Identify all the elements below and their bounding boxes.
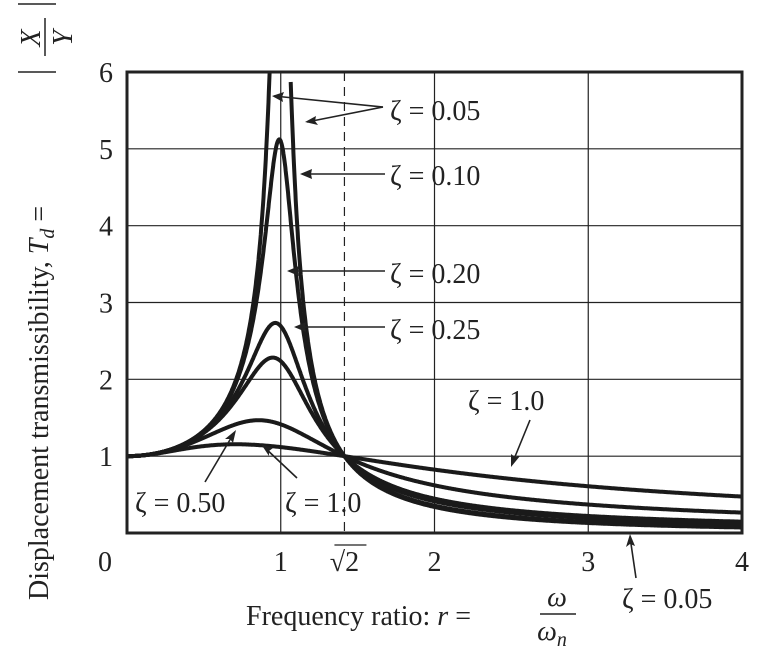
- curves: [127, 71, 743, 530]
- label-z025: ζ = 0.25: [390, 315, 480, 346]
- y-tick-label: 3: [99, 289, 113, 320]
- x-tick-label: 3: [581, 547, 595, 578]
- arrowhead-icon: [294, 322, 306, 332]
- series-line-zeta-0_25: [127, 355, 742, 524]
- svg-text:ωn: ωn: [537, 616, 567, 649]
- arrowhead-icon: [272, 92, 284, 102]
- label-z005-bottom: ζ = 0.05: [622, 584, 712, 615]
- label-z010: ζ = 0.10: [390, 161, 480, 192]
- y-tick-label: 6: [99, 58, 113, 89]
- x-tick-label: 4: [735, 547, 749, 578]
- arrowhead-icon: [511, 454, 520, 467]
- x-tick-label: 0: [98, 547, 112, 578]
- series-line-zeta-0_2: [127, 320, 742, 526]
- arrowhead-icon: [300, 169, 312, 179]
- x-tick-label: 2: [428, 547, 442, 578]
- x-tick-label: √2: [330, 547, 359, 578]
- y-tick-label: 5: [99, 135, 113, 166]
- arrowhead-icon: [305, 116, 318, 125]
- y-tick-label: 1: [99, 442, 113, 473]
- label-z005-top: ζ = 0.05: [390, 96, 480, 127]
- series-line-zeta-0_5: [127, 418, 742, 515]
- label-z050: ζ = 0.50: [135, 488, 225, 519]
- arrow-z10-right: [511, 419, 531, 465]
- tick-labels: 1 2 3 4 5 6 0 1 √2 2 3 4: [98, 58, 749, 578]
- arrowhead-icon: [287, 266, 299, 276]
- svg-text:Displacement transmissibility,: Displacement transmissibility, Td =: [24, 206, 59, 600]
- y-axis-label: Displacement transmissibility, Td = X Y: [16, 3, 79, 600]
- arrowhead-icon: [225, 430, 236, 443]
- svg-text:ω: ω: [547, 582, 567, 613]
- annotations: [204, 95, 637, 579]
- svg-text:Y: Y: [48, 27, 79, 46]
- arrowhead-icon: [261, 444, 273, 456]
- arrowheads: [225, 92, 635, 547]
- arrow-z005-b: [306, 106, 384, 123]
- arrowhead-icon: [626, 534, 635, 547]
- y-tick-label: 4: [99, 212, 113, 243]
- plot-frame: [125, 70, 744, 535]
- arrow-z050: [204, 432, 235, 483]
- label-z10-left: ζ = 1.0: [285, 488, 361, 519]
- arrow-z005-a: [273, 95, 384, 108]
- x-tick-label: 1: [274, 547, 288, 578]
- label-z10-right: ζ = 1.0: [468, 386, 544, 417]
- grid: [127, 72, 742, 533]
- label-z020: ζ = 0.20: [390, 259, 480, 290]
- svg-text:X: X: [16, 29, 47, 48]
- x-axis-label: Frequency ratio: r = ω ωn: [246, 582, 576, 649]
- svg-text:Frequency ratio: r =: Frequency ratio: r =: [246, 601, 471, 632]
- series-line-zeta-1: [127, 442, 743, 499]
- y-tick-label: 2: [99, 365, 113, 396]
- series-line-zeta-0_1: [127, 137, 742, 529]
